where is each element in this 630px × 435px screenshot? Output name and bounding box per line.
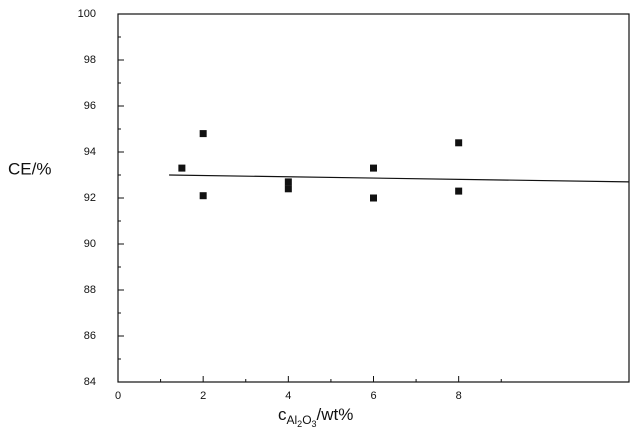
y-tick-label: 86: [84, 330, 96, 342]
point: [370, 164, 377, 172]
y-axis-label: CE/%: [8, 159, 51, 178]
y-tick-label: 98: [84, 54, 96, 66]
point: [199, 130, 207, 138]
y-tick-label: 96: [84, 100, 96, 112]
y-tick-label: 88: [84, 284, 96, 296]
y-tick-label: 90: [84, 238, 96, 250]
x-tick-label: 0: [115, 390, 121, 402]
point: [199, 192, 207, 200]
point: [455, 139, 463, 147]
x-axis-label: cAl2O3/wt%: [278, 405, 353, 429]
x-tick-label: 2: [200, 390, 206, 402]
point: [370, 194, 377, 202]
x-tick-label: 8: [456, 390, 462, 402]
y-tick-label: 100: [78, 8, 96, 20]
y-tick-label: 84: [84, 376, 96, 388]
point: [455, 187, 463, 195]
trend-line: [169, 174, 630, 183]
point: [284, 185, 292, 193]
x-tick-label: 4: [285, 390, 291, 402]
y-tick-label: 92: [84, 192, 96, 204]
point: [178, 164, 186, 172]
x-tick-label: 6: [370, 390, 376, 402]
point: [284, 178, 292, 186]
y-tick-label: 94: [84, 146, 96, 158]
